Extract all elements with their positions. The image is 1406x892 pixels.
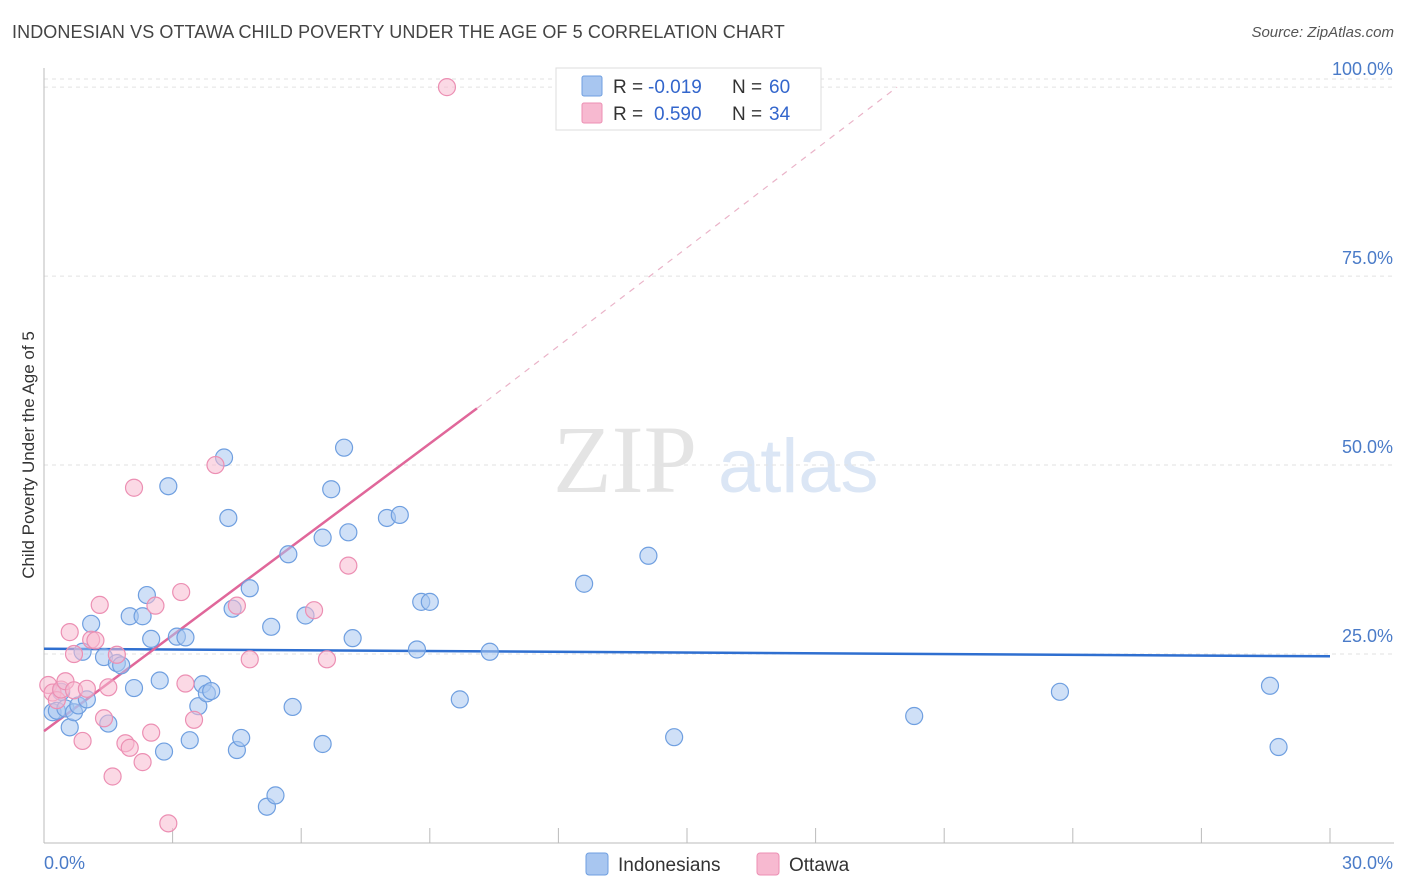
indonesians-point-59: [1260, 676, 1280, 695]
indonesians-point-4: [60, 718, 79, 737]
indonesians-point-19: [150, 671, 169, 690]
trend-lines: [43, 86, 1331, 733]
ottawa-point-26: [184, 710, 204, 729]
indonesians-point-58: [1050, 682, 1070, 701]
y-tick-label-100: 100.0%: [1332, 59, 1393, 79]
y-axis-label: Child Poverty Under the Age of 5: [19, 331, 38, 579]
y-tick-label-25: 25.0%: [1342, 626, 1393, 646]
x-tick-label-max: 30.0%: [1342, 853, 1393, 873]
ottawa-trend-line: [43, 407, 478, 733]
ottawa-point-15: [103, 767, 122, 786]
axes: [43, 68, 1394, 844]
ottawa-point-22: [146, 596, 165, 615]
ottawa-point-7: [64, 644, 84, 664]
ottawa-point-29: [240, 650, 259, 669]
indonesians-point-43: [322, 480, 341, 499]
tick-labels: 25.0% 50.0% 75.0% 100.0% 0.0% 30.0%: [44, 59, 1393, 873]
ottawa-point-13: [94, 709, 114, 728]
legend-n-value-2: 34: [769, 104, 791, 125]
indonesians-point-55: [639, 546, 658, 565]
ottawa-trend-extension: [476, 86, 898, 409]
legend-n-label-1: N =: [732, 77, 762, 98]
indonesians-point-34: [240, 579, 259, 598]
legend-r-value-1: -0.019: [648, 77, 702, 98]
ottawa-point-21: [142, 723, 161, 742]
indonesians-point-54: [575, 574, 594, 593]
indonesians-point-30: [219, 508, 238, 528]
indonesians-point-45: [339, 523, 358, 542]
watermark-atlas: atlas: [718, 424, 879, 509]
chart-title: INDONESIAN VS OTTAWA CHILD POVERTY UNDER…: [12, 22, 785, 42]
indonesians-point-52: [450, 690, 469, 709]
ottawa-point-24: [172, 582, 191, 602]
indonesians-point-42: [313, 734, 332, 754]
x-tick-label-min: 0.0%: [44, 853, 85, 873]
indonesians-point-24: [180, 731, 199, 750]
ottawa-point-20: [133, 753, 152, 772]
stats-legend: R = -0.019 N = 60 R = 0.590 N = 34: [555, 67, 822, 131]
indonesians-point-39: [283, 697, 302, 717]
ottawa-point-14: [99, 678, 118, 697]
legend-swatch-indonesians: [581, 75, 603, 97]
ottawa-point-32: [339, 556, 358, 575]
ottawa-point-27: [206, 455, 225, 475]
indonesians-point-49: [407, 640, 427, 659]
indonesians-point-38: [279, 545, 298, 564]
ottawa-point-23: [159, 814, 178, 833]
ottawa-point-25: [176, 674, 195, 693]
indonesians-point-57: [905, 706, 924, 726]
ottawa-point-31: [317, 650, 337, 669]
y-tick-label-75: 75.0%: [1342, 248, 1393, 268]
ottawa-point-18: [120, 738, 139, 757]
series-legend-label-indonesians: Indonesians: [618, 855, 720, 876]
gridlines: [44, 78, 1394, 655]
y-tick-label-50: 50.0%: [1342, 437, 1393, 457]
indonesians-point-51: [420, 592, 439, 611]
legend-swatch-ottawa: [581, 102, 603, 124]
indonesians-point-16: [133, 607, 152, 626]
series-legend: Indonesians Ottawa: [585, 852, 850, 876]
indonesians-point-46: [343, 629, 362, 648]
indonesians-point-33: [232, 728, 251, 748]
legend-r-label-2: R =: [613, 104, 643, 125]
legend-n-value-1: 60: [769, 77, 790, 98]
indonesians-point-44: [334, 438, 354, 457]
indonesians-point-36: [262, 617, 281, 636]
indonesians-point-18: [142, 629, 161, 649]
source-label: Source: ZipAtlas.com: [1251, 24, 1394, 41]
series-legend-swatch-indonesians: [585, 852, 609, 876]
indonesians-points: [43, 438, 1288, 816]
legend-r-label-1: R =: [613, 77, 643, 98]
ottawa-point-5: [60, 623, 79, 642]
indonesians-point-23: [176, 628, 195, 647]
ottawa-point-12: [90, 595, 109, 614]
indonesians-point-9: [82, 614, 101, 633]
legend-n-label-2: N =: [732, 104, 762, 125]
ottawa-points: [39, 78, 457, 833]
ottawa-point-19: [124, 478, 144, 497]
ottawa-point-28: [227, 596, 246, 615]
indonesians-point-53: [480, 642, 499, 661]
series-legend-swatch-ottawa: [756, 852, 780, 876]
indonesians-trend-line: [43, 647, 1331, 658]
indonesians-point-48: [390, 505, 409, 525]
ottawa-point-30: [304, 601, 324, 620]
series-legend-label-ottawa: Ottawa: [789, 855, 850, 876]
ottawa-point-11: [86, 631, 105, 650]
indonesians-point-20: [154, 742, 174, 761]
indonesians-point-28: [202, 681, 221, 701]
ottawa-point-33: [437, 78, 457, 97]
indonesians-point-15: [124, 678, 144, 698]
indonesians-point-37: [266, 786, 285, 805]
indonesians-point-21: [159, 477, 178, 496]
legend-r-value-2: 0.590: [654, 104, 702, 125]
indonesians-point-41: [313, 528, 332, 547]
ottawa-point-8: [73, 731, 92, 751]
indonesians-point-56: [665, 728, 684, 747]
ottawa-point-9: [77, 679, 96, 698]
watermark-zip: ZIP: [553, 406, 697, 513]
indonesians-point-60: [1269, 737, 1288, 757]
ottawa-point-16: [107, 645, 126, 664]
